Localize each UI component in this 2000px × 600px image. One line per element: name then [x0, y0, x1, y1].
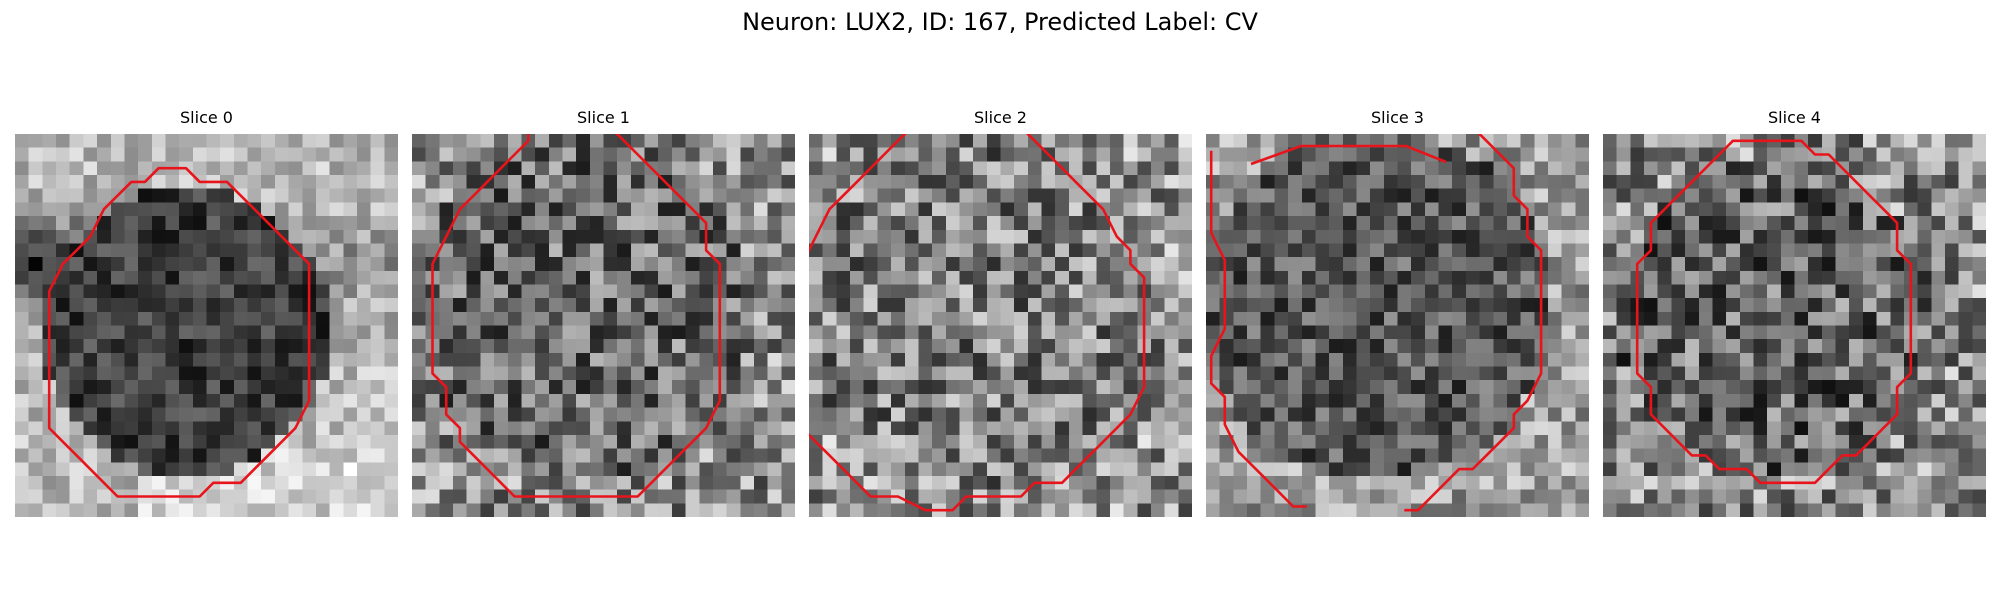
- slice-panel-0: Slice 0: [15, 108, 398, 517]
- slice-title-2: Slice 2: [974, 108, 1027, 127]
- slice-panel-4: Slice 4: [1603, 108, 1986, 517]
- slice-title-0: Slice 0: [180, 108, 233, 127]
- grayscale-image-0: [15, 134, 398, 517]
- slice-panel-2: Slice 2: [809, 108, 1192, 517]
- slice-title-4: Slice 4: [1768, 108, 1821, 127]
- slice-panel-1: Slice 1: [412, 108, 795, 517]
- grayscale-image-4: [1603, 134, 1986, 517]
- contour-overlay-4: [1635, 139, 1913, 485]
- slice-title-1: Slice 1: [577, 108, 630, 127]
- segmentation-contour-3: [1404, 134, 1543, 512]
- slice-panel-3: Slice 3: [1206, 108, 1589, 517]
- segmentation-contour-0: [47, 166, 311, 498]
- slice-title-3: Slice 3: [1371, 108, 1424, 127]
- contour-overlay-1: [431, 134, 722, 498]
- slice-image-0: [15, 134, 398, 517]
- grayscale-image-2: [809, 134, 1192, 517]
- contour-overlay-2: [809, 134, 1146, 512]
- segmentation-contour-3-top: [1250, 144, 1447, 166]
- segmentation-contour-3-left: [1209, 150, 1307, 508]
- grayscale-image-1: [412, 134, 795, 517]
- slice-image-2: [809, 134, 1192, 517]
- segmentation-contour-4: [1635, 139, 1913, 485]
- grayscale-image-3: [1206, 134, 1589, 517]
- segmentation-contour-2: [809, 134, 1146, 512]
- segmentation-contour-1: [431, 134, 722, 498]
- slice-image-4: [1603, 134, 1986, 517]
- slice-image-3: [1206, 134, 1589, 517]
- contour-overlay-0: [47, 166, 311, 498]
- contour-overlay-3: [1209, 134, 1543, 512]
- figure-title: Neuron: LUX2, ID: 167, Predicted Label: …: [742, 8, 1258, 36]
- slice-image-1: [412, 134, 795, 517]
